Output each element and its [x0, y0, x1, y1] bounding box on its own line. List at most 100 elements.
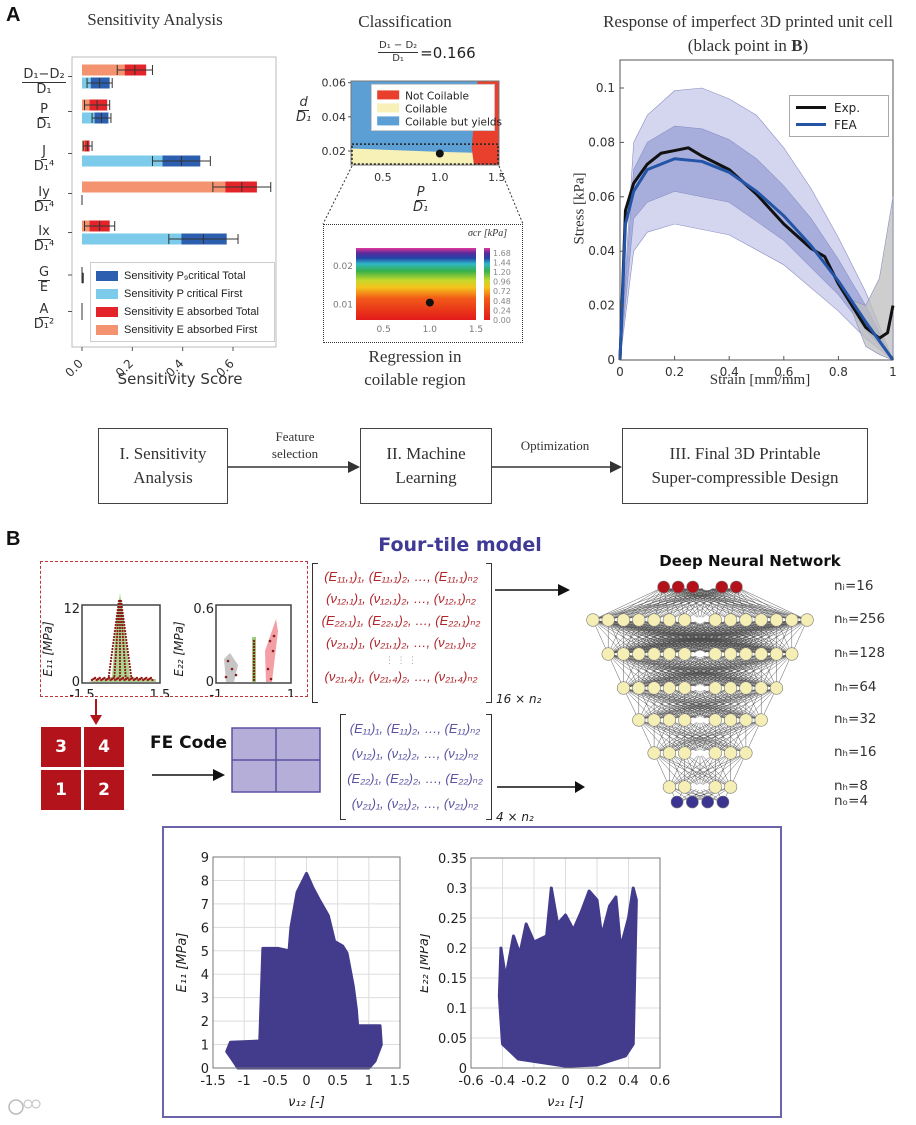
- design-point: [425, 298, 434, 307]
- data-point: [121, 623, 124, 627]
- data-point: [252, 639, 256, 643]
- data-point: [112, 676, 115, 680]
- data-point: [110, 653, 113, 657]
- nn-node-hidden: [678, 746, 692, 760]
- data-point: [123, 653, 126, 657]
- nn-node-hidden: [724, 647, 738, 661]
- matrix-row-text: (ν₂₁,₄)₁, (ν₂₁,₄)₂, …, (ν₂₁,₄)ₙ₂: [324, 669, 478, 684]
- nn-edge: [669, 619, 808, 655]
- nn-node-hidden: [632, 681, 646, 695]
- classification-xlabel: P D₁: [413, 186, 428, 215]
- input-matrix: (E₁₁,₁)₁, (E₁₁,₁)₂, …, (E₁₁,₁)ₙ₂ (ν₁₂,₁)₁…: [318, 566, 484, 688]
- data-point: [121, 611, 124, 615]
- colorbar-label: σcr [kPa]: [468, 228, 508, 239]
- data-point: [129, 671, 132, 675]
- data-point: [110, 650, 114, 654]
- x-tick-label: 0.8: [829, 365, 848, 379]
- output-matrix-size: 4 × n₂: [496, 810, 534, 824]
- legend-label: Sensitivity P critical First: [124, 288, 243, 300]
- data-point: [135, 676, 139, 680]
- nn-node-input: [730, 580, 743, 594]
- bar-p-first: [82, 77, 91, 89]
- tile-properties-box: [40, 561, 308, 697]
- ellipsis-node: [694, 617, 706, 623]
- watermark-logo: [8, 1099, 41, 1115]
- data-point: [118, 674, 122, 678]
- data-point: [93, 676, 97, 680]
- y-tick-label: 4: [201, 968, 209, 983]
- nn-node-hidden: [785, 647, 799, 661]
- colorbar-tick-label: 1.20: [493, 268, 511, 277]
- arrow-icon: [497, 781, 585, 793]
- data-point: [107, 676, 111, 680]
- data-point: [123, 659, 126, 663]
- x-tick-label: 1: [365, 1074, 373, 1089]
- nn-edge: [692, 586, 731, 621]
- legend-item: Sensitivity P critical First: [96, 285, 269, 303]
- nn-edge: [678, 586, 746, 621]
- data-point: [125, 638, 128, 642]
- data-point: [126, 676, 129, 680]
- data-point: [252, 666, 256, 670]
- x-tick-label: -0.2: [521, 1074, 546, 1089]
- legend-label: Sensitivity P₉critical Total: [124, 270, 246, 282]
- legend-item: Sensitivity P₉critical Total: [96, 267, 269, 285]
- data-point: [98, 676, 101, 680]
- y-tick-label: 0.01: [333, 301, 353, 311]
- x-tick-label: 1.0: [423, 325, 438, 335]
- ellipsis-node: [694, 784, 706, 790]
- matrix-row-text: (E₂₂,₁)₁, (E₂₂,₁)₂, …, (E₂₂,₁)ₙ₂: [321, 613, 481, 628]
- legend-swatch: [377, 90, 400, 100]
- bar-p-first: [82, 112, 95, 124]
- nn-edge: [699, 752, 747, 788]
- dnn-layer-label: nₕ=32: [834, 711, 877, 727]
- ellipsis-node: [694, 651, 706, 657]
- tile-label: 2: [98, 780, 110, 800]
- data-point: [123, 656, 126, 660]
- nn-node-hidden: [647, 647, 661, 661]
- zoom-connector-lines: [322, 165, 524, 225]
- data-point: [124, 635, 128, 639]
- nn-node-input: [715, 580, 729, 594]
- data-point: [117, 614, 120, 618]
- data-point: [111, 644, 114, 648]
- y-tick-label: 0.06: [588, 190, 615, 204]
- data-point: [151, 678, 154, 682]
- data-point: [271, 649, 275, 653]
- data-point: [268, 639, 272, 643]
- nn-node-hidden: [708, 647, 722, 661]
- legend-label: Sensitivity E absorbed First: [124, 324, 258, 336]
- error-bar-p: [91, 113, 112, 123]
- nn-edge: [745, 687, 777, 721]
- x-tick-label: 0: [616, 365, 624, 379]
- y-tick-label: 0.25: [438, 912, 467, 927]
- nn-node-hidden: [662, 746, 676, 760]
- x-tick-label: 0: [302, 1074, 310, 1089]
- ellipsis-node: [694, 750, 706, 756]
- y-category-label: D₁−D₂ D₁: [22, 67, 66, 97]
- panel-a-label: A: [6, 4, 21, 26]
- matrix-row: (ν₂₁,₁)₁, (ν₂₁,₁)₂, …, (ν₂₁,₁)ₙ₂: [318, 632, 484, 654]
- nn-node-hidden: [708, 613, 722, 627]
- nn-edge: [745, 653, 792, 689]
- matrix-row: (E₂₂,₁)₁, (E₂₂,₁)₂, …, (E₂₂,₁)ₙ₂: [318, 610, 484, 632]
- data-point: [118, 626, 122, 630]
- x-tick-label: -1.5: [200, 1074, 225, 1089]
- matrix-row-text: (ν₁₂)₁, (ν₁₂)₂, …, (ν₁₂)ₙ₂: [351, 746, 479, 761]
- nn-node-hidden: [616, 681, 631, 695]
- arrow-icon: [495, 584, 570, 596]
- matrix-bracket-left: [340, 714, 346, 820]
- data-point: [122, 647, 125, 651]
- data-point: [130, 674, 133, 678]
- matrix-row-text: ⋮ ⋮ ⋮: [384, 655, 417, 665]
- nn-node-hidden: [739, 681, 753, 695]
- nn-edge: [592, 586, 722, 621]
- nn-edge: [654, 619, 808, 655]
- nn-node-hidden: [754, 647, 768, 661]
- data-point: [116, 629, 119, 633]
- arrow-icon: [152, 769, 225, 781]
- nn-edge: [608, 619, 670, 655]
- y-tick-label: 0.02: [588, 299, 615, 313]
- nn-edge: [653, 719, 685, 754]
